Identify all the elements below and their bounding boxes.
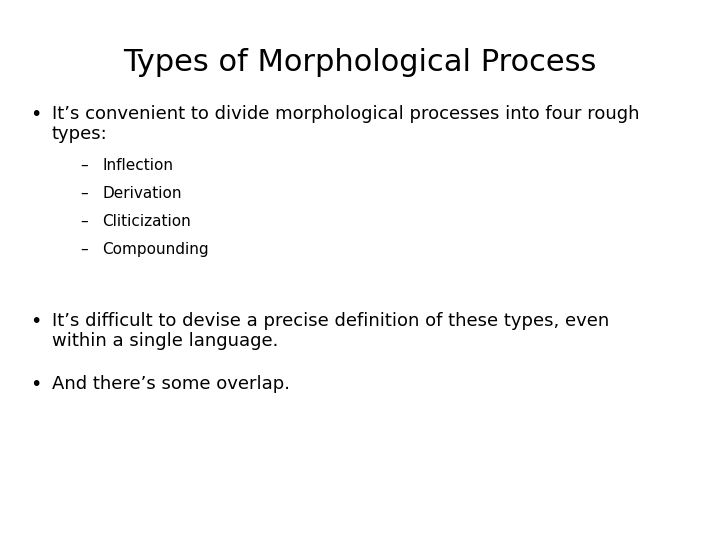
- Text: Types of Morphological Process: Types of Morphological Process: [123, 48, 597, 77]
- Text: –: –: [80, 186, 88, 201]
- Text: –: –: [80, 242, 88, 257]
- Text: And there’s some overlap.: And there’s some overlap.: [52, 375, 290, 393]
- Text: Inflection: Inflection: [102, 158, 173, 173]
- Text: within a single language.: within a single language.: [52, 332, 279, 350]
- Text: •: •: [30, 105, 41, 124]
- Text: Compounding: Compounding: [102, 242, 209, 257]
- Text: types:: types:: [52, 125, 108, 143]
- Text: Cliticization: Cliticization: [102, 214, 191, 229]
- Text: •: •: [30, 375, 41, 394]
- Text: –: –: [80, 158, 88, 173]
- Text: •: •: [30, 312, 41, 331]
- Text: It’s convenient to divide morphological processes into four rough: It’s convenient to divide morphological …: [52, 105, 639, 123]
- Text: –: –: [80, 214, 88, 229]
- Text: Derivation: Derivation: [102, 186, 181, 201]
- Text: It’s difficult to devise a precise definition of these types, even: It’s difficult to devise a precise defin…: [52, 312, 609, 330]
